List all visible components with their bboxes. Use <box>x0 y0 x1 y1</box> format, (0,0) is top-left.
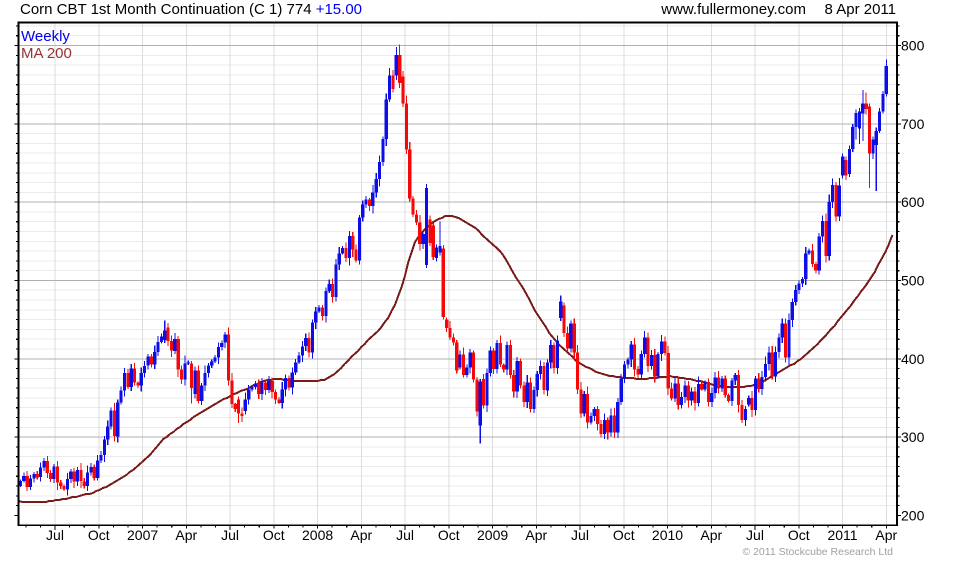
svg-text:2008: 2008 <box>302 527 333 543</box>
svg-text:Apr: Apr <box>700 527 722 543</box>
svg-text:© 2011 Stockcube Research Ltd: © 2011 Stockcube Research Ltd <box>742 546 893 558</box>
svg-text:400: 400 <box>901 351 925 367</box>
svg-text:Jul: Jul <box>746 527 764 543</box>
svg-text:MA 200: MA 200 <box>21 45 72 62</box>
svg-text:2010: 2010 <box>652 527 683 543</box>
svg-text:2009: 2009 <box>477 527 508 543</box>
svg-text:200: 200 <box>901 507 925 523</box>
svg-text:Jul: Jul <box>221 527 239 543</box>
svg-text:600: 600 <box>901 194 925 210</box>
svg-text:Oct: Oct <box>613 527 635 543</box>
svg-text:Apr: Apr <box>350 527 372 543</box>
svg-text:Jul: Jul <box>571 527 589 543</box>
svg-text:www.fullermoney.com: www.fullermoney.com <box>660 1 806 18</box>
svg-text:Corn CBT 1st Month Continuatio: Corn CBT 1st Month Continuation (C 1) 77… <box>20 1 362 18</box>
svg-text:Jul: Jul <box>46 527 64 543</box>
svg-text:8 Apr 2011: 8 Apr 2011 <box>825 1 896 18</box>
svg-text:Oct: Oct <box>88 527 110 543</box>
svg-text:Weekly: Weekly <box>21 28 70 45</box>
svg-text:700: 700 <box>901 116 925 132</box>
svg-text:Apr: Apr <box>175 527 197 543</box>
svg-text:300: 300 <box>901 429 925 445</box>
svg-text:Apr: Apr <box>875 527 897 543</box>
svg-text:800: 800 <box>901 38 925 54</box>
svg-text:500: 500 <box>901 272 925 288</box>
svg-text:Jul: Jul <box>396 527 414 543</box>
svg-text:2011: 2011 <box>827 527 857 543</box>
svg-text:Oct: Oct <box>438 527 460 543</box>
svg-text:2007: 2007 <box>127 527 158 543</box>
svg-text:Oct: Oct <box>263 527 285 543</box>
svg-text:Oct: Oct <box>788 527 810 543</box>
svg-text:Apr: Apr <box>525 527 547 543</box>
